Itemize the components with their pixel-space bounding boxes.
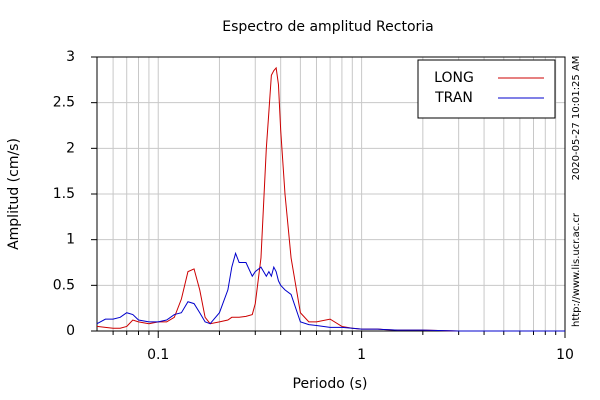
plot-frame bbox=[96, 56, 566, 332]
y-tick-label: 2 bbox=[66, 140, 75, 156]
legend-label: LONG bbox=[434, 70, 474, 86]
x-tick-label: 10 bbox=[556, 347, 574, 363]
y-tick-label: 2.5 bbox=[53, 95, 75, 111]
legend-box bbox=[417, 59, 556, 119]
y-tick-label: 3 bbox=[66, 49, 75, 65]
y-tick-label: 0.5 bbox=[53, 277, 75, 293]
source-url: http://www.lis.ucr.ac.cr bbox=[571, 212, 582, 327]
chart-title: Espectro de amplitud Rectoria bbox=[222, 19, 434, 35]
legend-label: TRAN bbox=[434, 90, 473, 106]
x-tick-label: 1 bbox=[357, 347, 366, 363]
y-axis-label: Amplitud (cm/s) bbox=[6, 138, 22, 250]
x-axis-label: Periodo (s) bbox=[293, 376, 368, 392]
timestamp: 2020-05-27 10:01:25 AM bbox=[571, 56, 582, 181]
y-tick-label: 0 bbox=[66, 323, 75, 339]
series-line bbox=[96, 251, 565, 332]
x-tick-label: 0.1 bbox=[147, 347, 169, 363]
y-tick-label: 1.5 bbox=[53, 186, 75, 202]
y-tick-label: 1 bbox=[66, 232, 75, 248]
